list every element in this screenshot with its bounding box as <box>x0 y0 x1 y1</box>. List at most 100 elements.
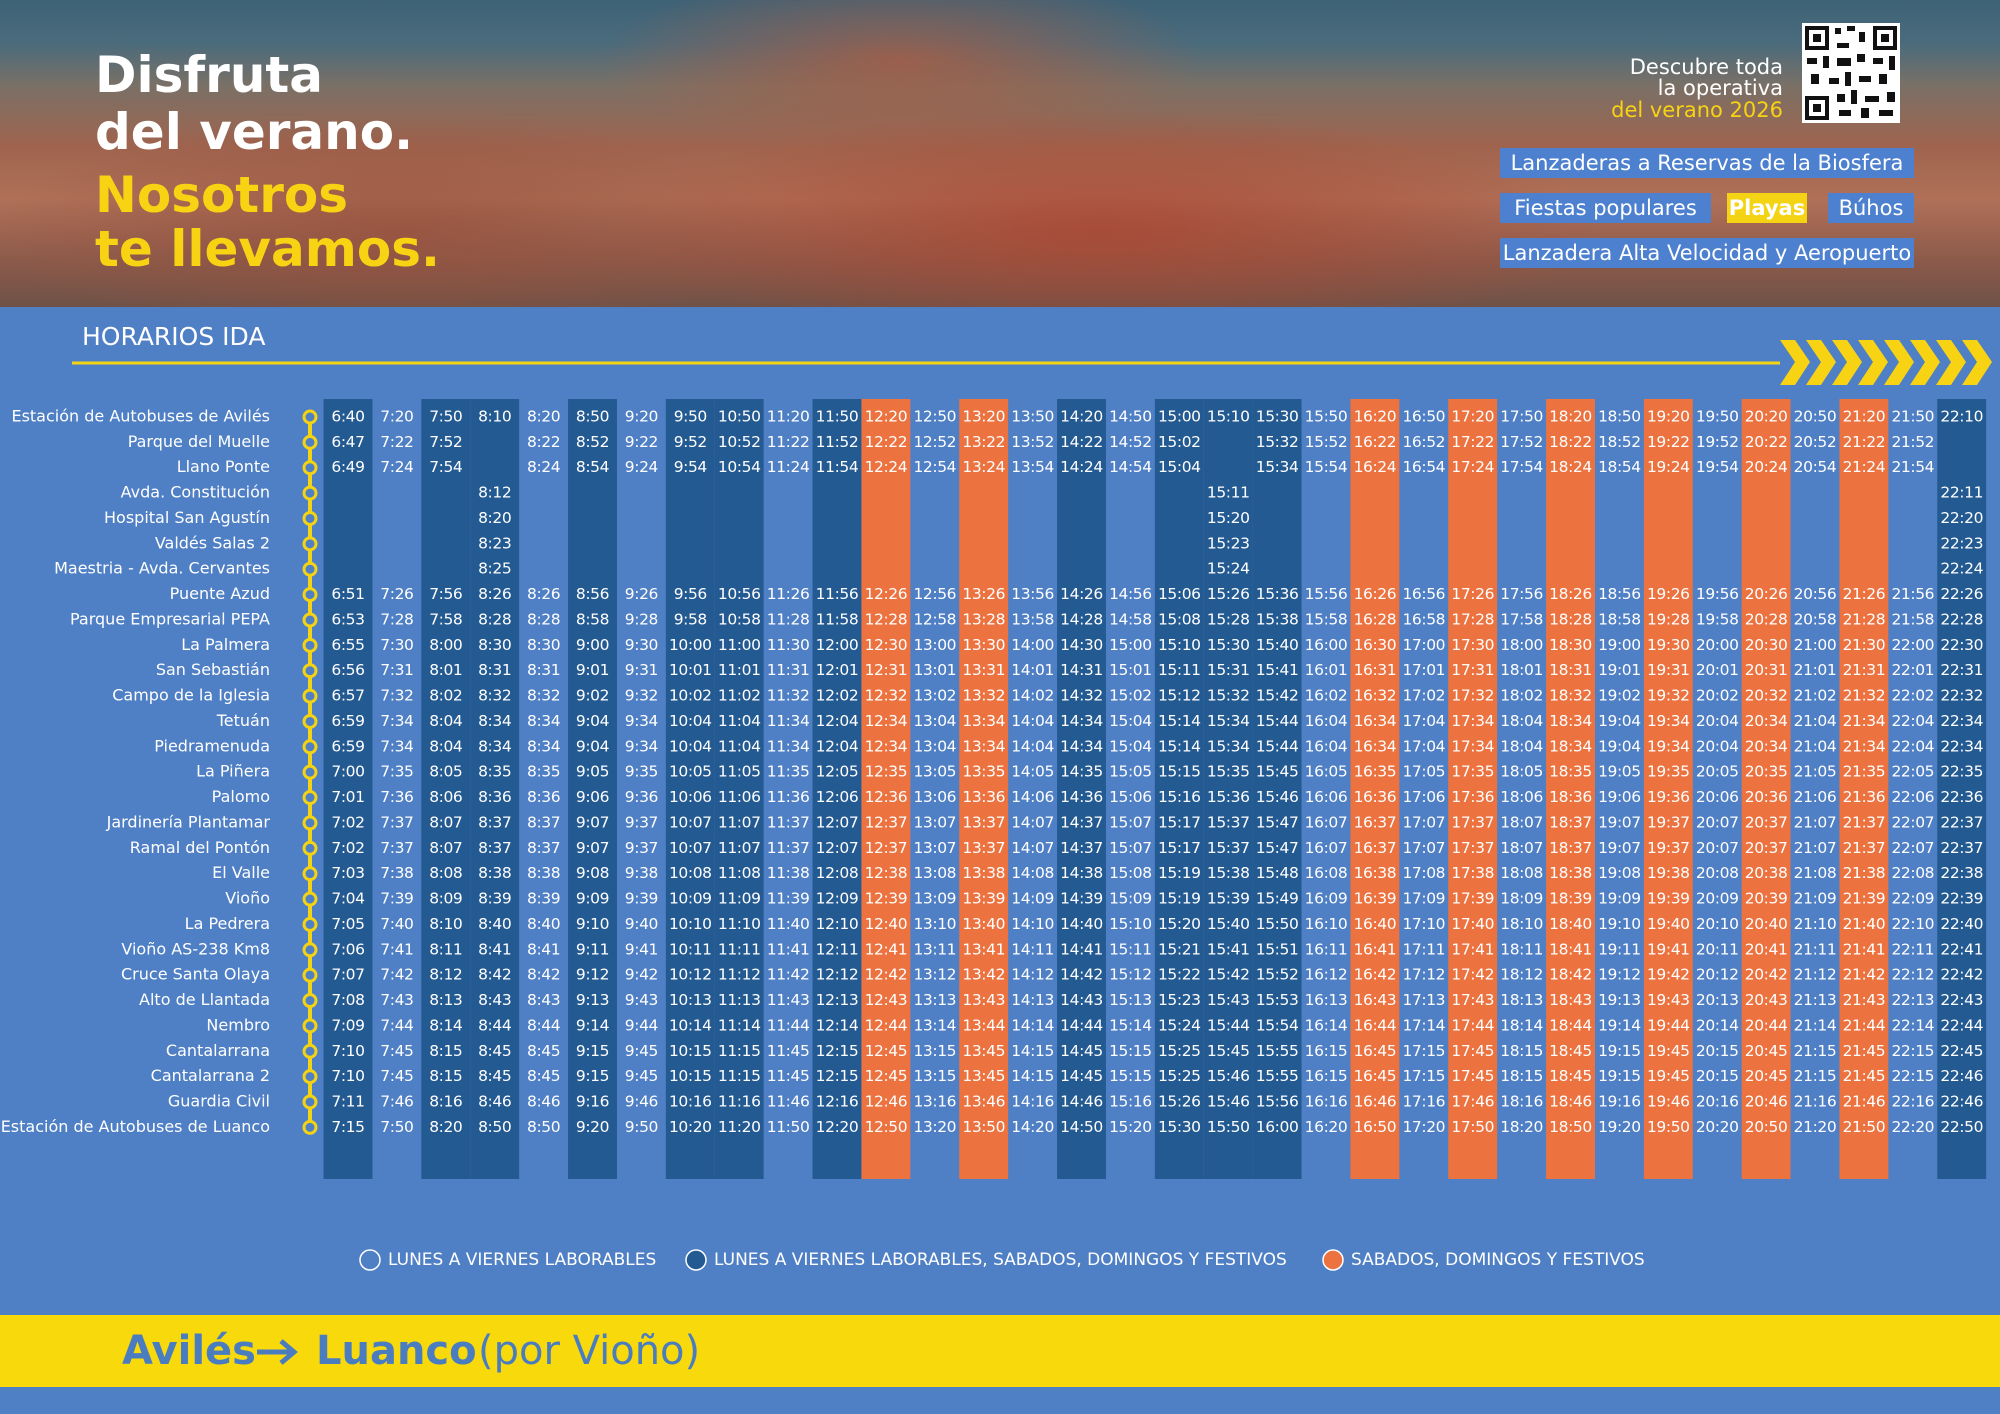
departure-time: 21:09 <box>1794 890 1837 908</box>
departure-time: 15:25 <box>1158 1042 1201 1060</box>
departure-time: 14:20 <box>1011 1118 1054 1136</box>
departure-time: 7:20 <box>380 408 413 426</box>
departure-time: 9:14 <box>576 1016 609 1034</box>
departure-time: 8:37 <box>478 813 511 831</box>
departure-time: 14:36 <box>1060 788 1103 806</box>
departure-time: 17:41 <box>1451 940 1494 958</box>
departure-time: 12:05 <box>816 763 859 781</box>
departure-time: 11:28 <box>767 610 810 628</box>
departure-time: 22:06 <box>1891 788 1934 806</box>
departure-time: 11:22 <box>767 433 810 451</box>
departure-time: 11:00 <box>718 636 761 654</box>
departure-time: 12:11 <box>816 940 859 958</box>
departure-time: 16:45 <box>1354 1042 1397 1060</box>
tag-active[interactable]: Playas <box>1727 193 1807 223</box>
departure-time: 7:03 <box>331 864 364 882</box>
departure-time: 16:41 <box>1354 940 1397 958</box>
departure-time: 21:07 <box>1794 813 1837 831</box>
departure-time: 13:07 <box>913 839 956 857</box>
stop-dot <box>302 637 318 653</box>
departure-time: 6:49 <box>331 458 364 476</box>
departure-time: 7:50 <box>380 1118 413 1136</box>
departure-time: 8:39 <box>527 890 560 908</box>
departure-time: 21:37 <box>1843 839 1886 857</box>
stop-dot <box>302 1018 318 1034</box>
departure-time: 15:12 <box>1109 966 1152 984</box>
departure-time: 15:02 <box>1158 433 1201 451</box>
departure-time: 16:00 <box>1256 1118 1299 1136</box>
departure-time: 21:30 <box>1843 636 1886 654</box>
departure-time: 19:37 <box>1647 813 1690 831</box>
departure-time: 7:36 <box>380 788 413 806</box>
departure-time: 22:24 <box>1940 560 1983 578</box>
departure-time: 13:36 <box>962 788 1005 806</box>
departure-time: 22:50 <box>1940 1118 1983 1136</box>
stop-name: Parque Empresarial PEPA <box>70 609 270 628</box>
tag[interactable]: Fiestas populares <box>1500 193 1711 223</box>
departure-time: 22:32 <box>1940 687 1983 705</box>
departure-time: 20:12 <box>1696 966 1739 984</box>
departure-time: 19:01 <box>1598 661 1641 679</box>
departure-time: 10:20 <box>669 1118 712 1136</box>
stop-name: Estación de Autobuses de Luanco <box>1 1117 270 1136</box>
departure-time: 11:50 <box>767 1118 810 1136</box>
departure-time: 9:04 <box>576 712 609 730</box>
departure-time: 11:20 <box>718 1118 761 1136</box>
departure-time: 17:43 <box>1451 991 1494 1009</box>
departure-time: 7:02 <box>331 813 364 831</box>
departure-time: 12:24 <box>865 458 908 476</box>
departure-time: 18:16 <box>1500 1092 1543 1110</box>
departure-time: 14:45 <box>1060 1067 1103 1085</box>
departure-time: 22:39 <box>1940 890 1983 908</box>
departure-time: 8:32 <box>527 687 560 705</box>
departure-time: 11:10 <box>718 915 761 933</box>
departure-time: 15:07 <box>1109 839 1152 857</box>
departure-time: 21:37 <box>1843 813 1886 831</box>
departure-time: 21:45 <box>1843 1067 1886 1085</box>
departure-time: 22:46 <box>1940 1092 1983 1110</box>
departure-time: 21:58 <box>1891 610 1934 628</box>
stop-dot <box>302 942 318 958</box>
departure-time: 8:15 <box>429 1067 462 1085</box>
stop-name: Cruce Santa Olaya <box>121 965 270 984</box>
departure-time: 19:35 <box>1647 763 1690 781</box>
departure-time: 16:44 <box>1354 1016 1397 1034</box>
departure-time: 15:56 <box>1305 585 1348 603</box>
departure-time: 6:59 <box>331 712 364 730</box>
departure-time: 22:00 <box>1891 636 1934 654</box>
stop-name: Cantalarrana 2 <box>151 1066 270 1085</box>
departure-time: 21:54 <box>1891 458 1934 476</box>
departure-time: 12:09 <box>816 890 859 908</box>
departure-time: 18:43 <box>1549 991 1592 1009</box>
departure-time: 19:32 <box>1647 687 1690 705</box>
service-band <box>1937 399 1987 1179</box>
departure-time: 14:42 <box>1060 966 1103 984</box>
departure-time: 21:13 <box>1794 991 1837 1009</box>
departure-time: 19:14 <box>1598 1016 1641 1034</box>
departure-time: 7:10 <box>331 1067 364 1085</box>
departure-time: 19:04 <box>1598 712 1641 730</box>
departure-time: 14:07 <box>1011 839 1054 857</box>
departure-time: 15:46 <box>1207 1067 1250 1085</box>
departure-time: 17:04 <box>1402 737 1445 755</box>
tag[interactable]: Búhos <box>1828 193 1914 223</box>
tag[interactable]: Lanzadera Alta Velocidad y Aeropuerto <box>1500 238 1914 268</box>
departure-time: 15:07 <box>1109 813 1152 831</box>
departure-time: 19:22 <box>1647 433 1690 451</box>
departure-time: 8:45 <box>478 1042 511 1060</box>
departure-time: 13:04 <box>913 737 956 755</box>
tag[interactable]: Lanzaderas a Reservas de la Biosfera <box>1500 148 1914 178</box>
departure-time: 15:06 <box>1109 788 1152 806</box>
departure-time: 9:28 <box>625 610 658 628</box>
departure-time: 8:50 <box>576 408 609 426</box>
stop-dot <box>302 663 318 679</box>
departure-time: 12:13 <box>816 991 859 1009</box>
departure-time: 8:52 <box>576 433 609 451</box>
departure-time: 15:36 <box>1207 788 1250 806</box>
departure-time: 8:58 <box>576 610 609 628</box>
stop-name: Valdés Salas 2 <box>155 533 270 552</box>
departure-time: 8:20 <box>478 509 511 527</box>
departure-time: 16:42 <box>1354 966 1397 984</box>
departure-time: 22:05 <box>1891 763 1934 781</box>
departure-time: 19:15 <box>1598 1067 1641 1085</box>
